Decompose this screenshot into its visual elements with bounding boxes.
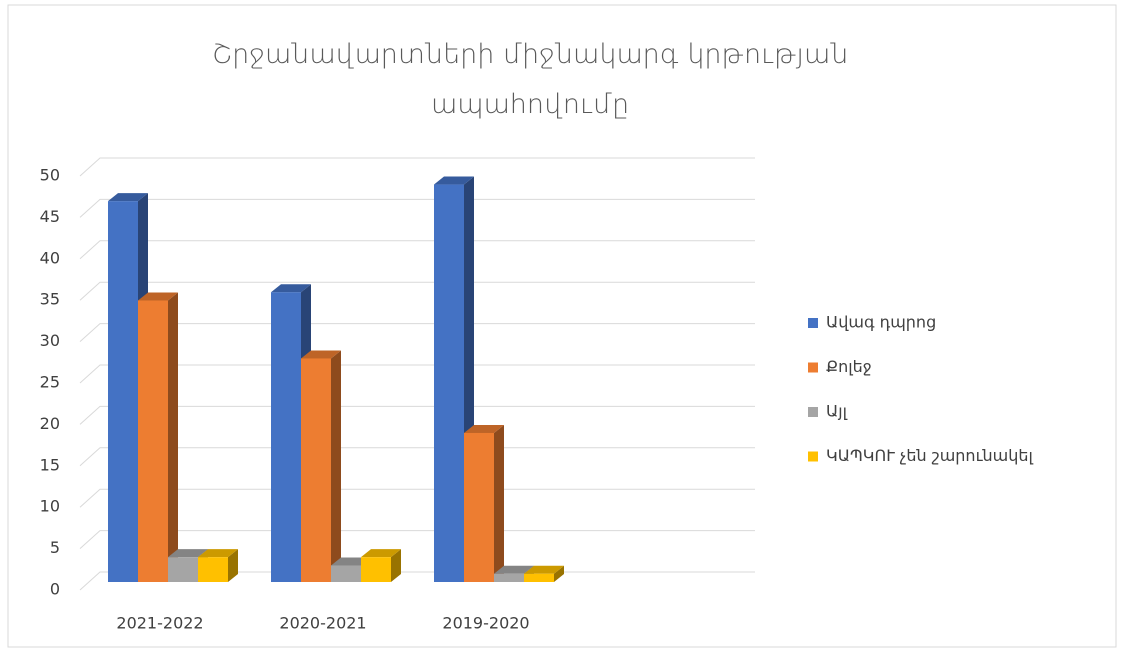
grid-line: [79, 488, 755, 508]
bar-top: [434, 176, 474, 185]
bar: [464, 432, 494, 582]
chart-border: [7, 4, 1117, 648]
bar-top: [464, 424, 504, 433]
x-tick-label: 2021-2022: [116, 614, 203, 633]
legend-label: Այլ: [826, 402, 848, 421]
bar-side: [391, 549, 401, 582]
bar: [434, 184, 464, 582]
bar-side: [331, 350, 341, 582]
grid-line: [79, 198, 755, 218]
bar: [524, 573, 554, 582]
bar: [494, 573, 524, 582]
bar: [361, 557, 391, 582]
y-tick-label: 30: [40, 331, 60, 350]
y-tick-label: 45: [40, 207, 60, 226]
legend-swatch: [808, 318, 818, 328]
y-tick-label: 10: [40, 497, 60, 516]
y-tick-label: 35: [40, 290, 60, 309]
bar-top: [138, 292, 178, 301]
bar: [301, 358, 331, 582]
grid-line: [79, 240, 755, 260]
y-tick-label: 40: [40, 248, 60, 267]
bar-side: [494, 424, 504, 582]
chart-title: Շրջանավարտների միջնակարգ կրթության ապահո…: [211, 39, 849, 120]
bar-top: [361, 549, 401, 558]
bar-side: [168, 292, 178, 582]
grid-line: [79, 281, 755, 301]
bar-top: [198, 549, 238, 558]
bar: [168, 557, 198, 582]
bar-top: [108, 193, 148, 202]
y-tick-label: 25: [40, 373, 60, 392]
legend-label: Ավագ դպրոց: [826, 313, 936, 332]
bar: [108, 201, 138, 582]
y-tick-label: 15: [40, 455, 60, 474]
y-tick-label: 50: [40, 166, 60, 185]
x-tick-label: 2019-2020: [442, 614, 529, 633]
bar-top: [301, 350, 341, 359]
bar-top: [524, 565, 564, 574]
legend-swatch: [808, 407, 818, 417]
legend-swatch: [808, 362, 818, 373]
bar-top: [494, 565, 534, 574]
grid-line: [79, 364, 755, 384]
y-tick-label: 20: [40, 414, 60, 433]
bar: [331, 565, 361, 582]
bar-top: [271, 284, 311, 293]
bar-side: [554, 565, 564, 582]
grid-line: [79, 157, 755, 177]
bar: [198, 557, 228, 582]
legend-label: Քոլեջ: [826, 357, 872, 376]
legend-label: ԿԱՊԿՈՒ չեն շարունակել: [826, 446, 1034, 465]
grid-line: [79, 323, 755, 342]
bar-top: [168, 549, 208, 558]
y-tick-label: 5: [50, 538, 60, 557]
x-tick-label: 2020-2021: [279, 614, 366, 633]
bar: [271, 292, 301, 582]
grid-line: [79, 530, 755, 549]
grid-line: [79, 405, 755, 425]
bar: [138, 300, 168, 582]
y-tick-label: 0: [50, 580, 60, 599]
grid-line: [79, 447, 755, 467]
legend-swatch: [808, 451, 818, 462]
bar-side: [228, 549, 238, 582]
